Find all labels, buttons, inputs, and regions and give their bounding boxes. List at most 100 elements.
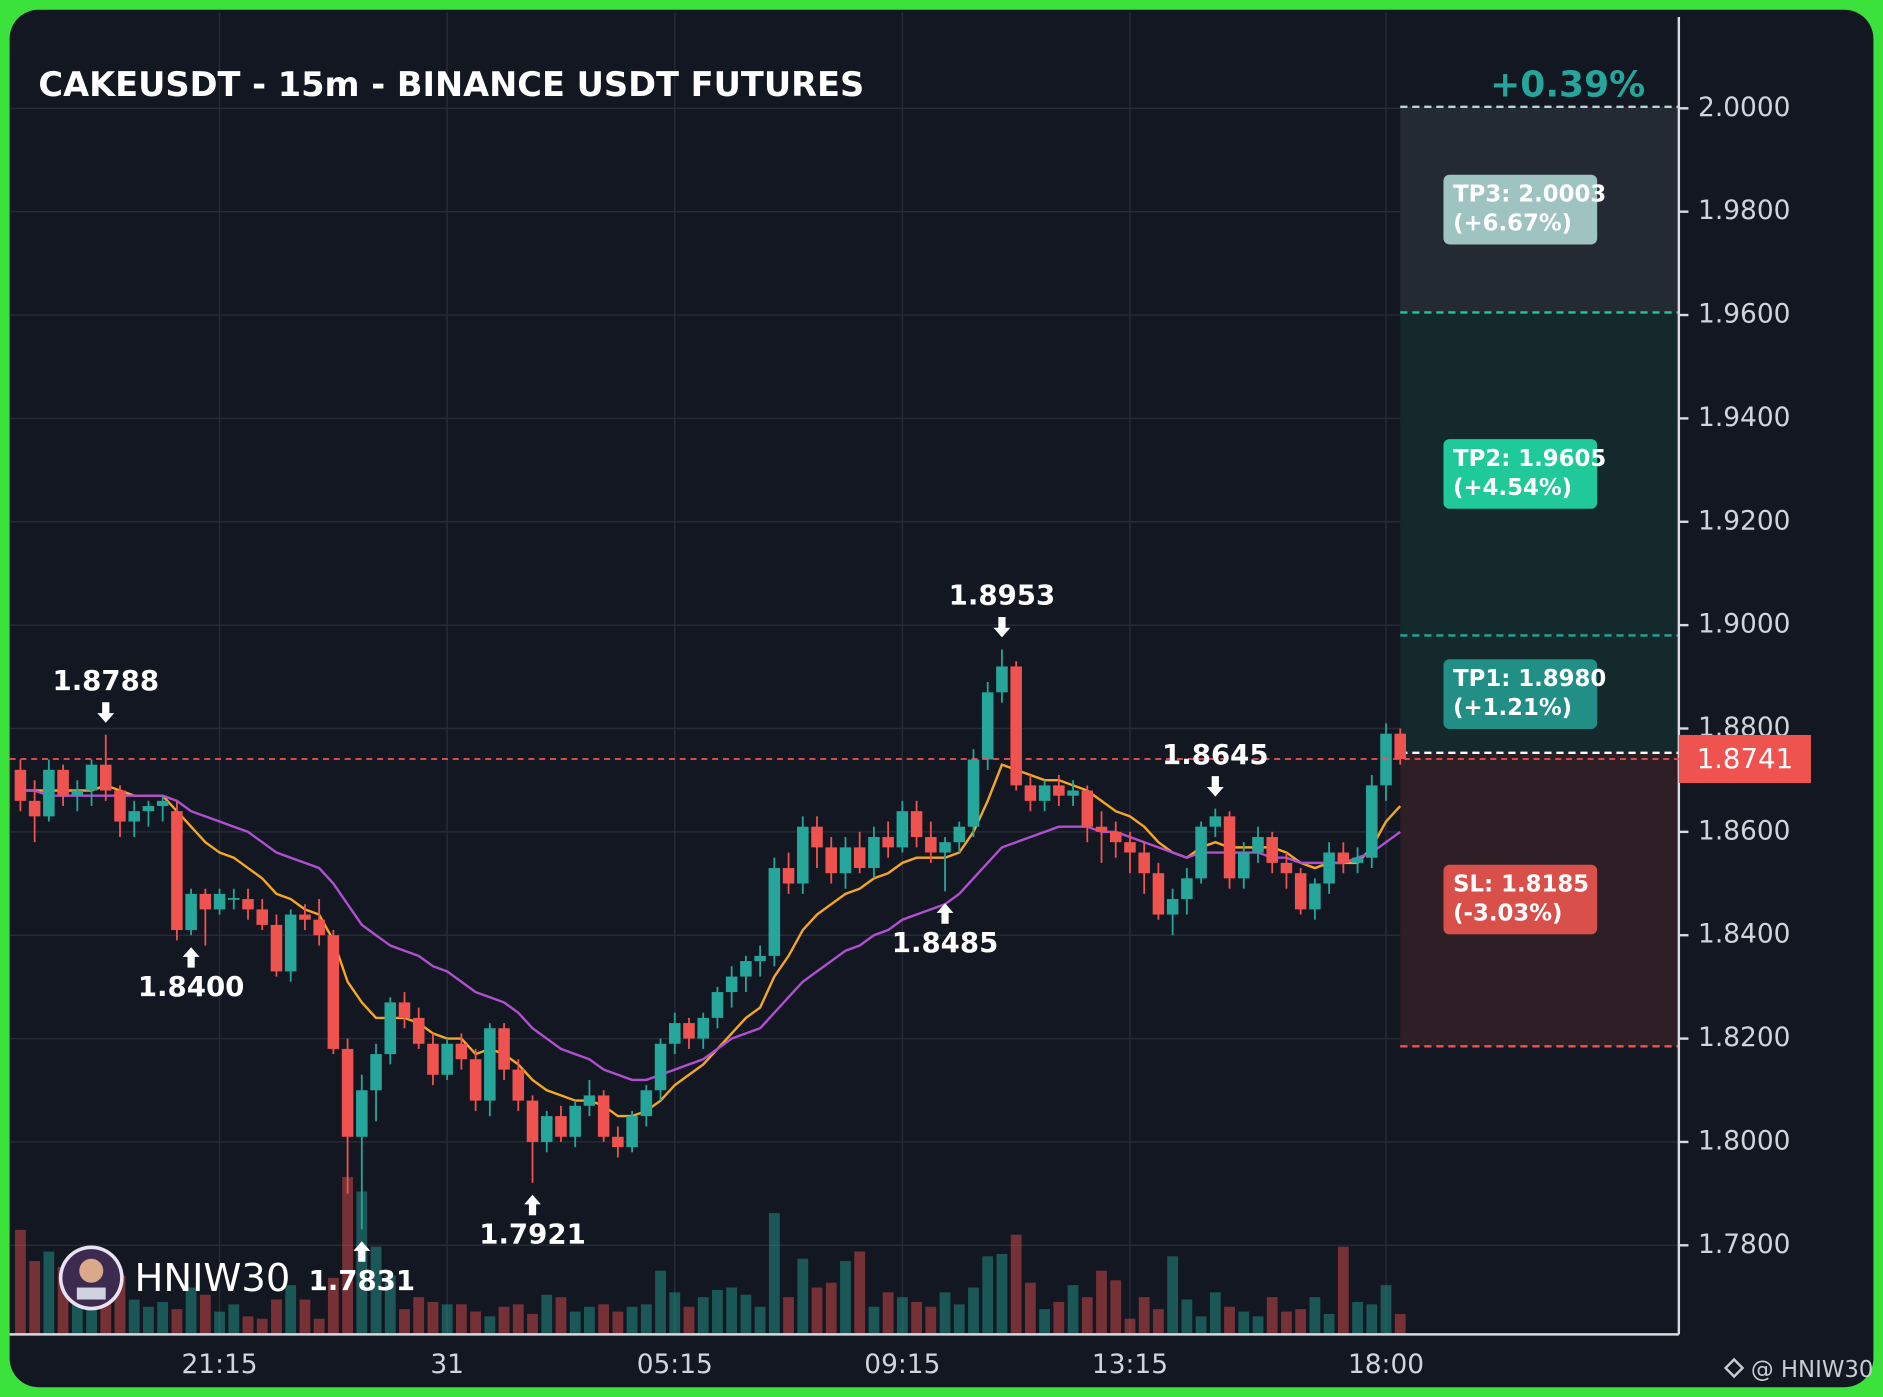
- volume-bar: [740, 1294, 752, 1334]
- candle-body: [498, 1028, 510, 1070]
- x-tick-label: 09:15: [864, 1349, 940, 1380]
- volume-bar: [1309, 1297, 1321, 1334]
- volume-bar: [1096, 1270, 1107, 1334]
- candle-body: [242, 899, 254, 910]
- candle-body: [996, 666, 1008, 693]
- x-tick-label: 05:15: [637, 1349, 713, 1380]
- volume-bar: [57, 1267, 69, 1334]
- candle-body: [256, 909, 269, 925]
- candle-body: [1394, 733, 1407, 759]
- candle-body: [1181, 878, 1193, 900]
- volume-bar: [697, 1297, 709, 1334]
- candle-body: [953, 826, 966, 843]
- annotation-label: 1.8788: [52, 664, 159, 697]
- level-label: TP2: 1.9605: [1453, 446, 1606, 472]
- y-tick-label: 1.7800: [1698, 1229, 1790, 1260]
- x-tick-label: 13:15: [1092, 1349, 1168, 1380]
- candle-body: [412, 1017, 425, 1044]
- annotation-arrow: [993, 616, 1011, 638]
- volume-bar: [655, 1270, 666, 1334]
- candle-body: [1266, 837, 1278, 863]
- annotation-label: 1.7831: [309, 1264, 416, 1297]
- candle-body: [540, 1116, 553, 1142]
- avatar-face: [79, 1258, 104, 1283]
- candle-body: [939, 842, 951, 853]
- candle-body: [1095, 826, 1108, 832]
- candle-body: [299, 914, 311, 920]
- candle-body: [1323, 852, 1335, 884]
- volume-bar: [683, 1306, 695, 1334]
- level-change: (+4.54%): [1453, 475, 1572, 501]
- volume-bar: [256, 1318, 268, 1334]
- level-label: TP3: 2.0003: [1453, 182, 1606, 208]
- volume-bar: [441, 1304, 453, 1334]
- y-tick-label: 1.9600: [1698, 299, 1790, 330]
- volume-bar: [1281, 1311, 1292, 1334]
- candle-body: [142, 806, 155, 812]
- candle-body: [398, 1002, 411, 1018]
- volume-bar: [199, 1294, 211, 1334]
- candle-body: [910, 811, 923, 838]
- volume-bar: [171, 1309, 183, 1334]
- volume-bar: [399, 1309, 410, 1334]
- volume-bar: [1124, 1318, 1136, 1334]
- candle-body: [555, 1116, 567, 1137]
- annotation-label: 1.8953: [949, 579, 1056, 612]
- volume-bar: [569, 1311, 581, 1334]
- candle-body: [1152, 873, 1165, 915]
- annotation-label: 1.8485: [892, 926, 999, 959]
- candle-body: [1195, 826, 1207, 879]
- volume-bar: [327, 1277, 339, 1334]
- volume-bar: [968, 1287, 979, 1334]
- annotation-arrow: [97, 702, 115, 723]
- candle-body: [128, 811, 140, 822]
- volume-bar: [498, 1306, 510, 1334]
- candle-body: [14, 769, 27, 801]
- candle-body: [484, 1028, 496, 1101]
- y-tick-label: 2.0000: [1698, 92, 1790, 123]
- candle-body: [185, 893, 197, 931]
- candle-body: [1109, 831, 1122, 843]
- candle-body: [1010, 666, 1022, 786]
- volume-bar: [1010, 1234, 1022, 1334]
- level-label: SL: 1.8185: [1453, 872, 1589, 898]
- candle-body: [427, 1043, 439, 1075]
- candle-body: [57, 769, 69, 796]
- current-price-label: 1.8741: [1697, 742, 1794, 775]
- candle-body: [612, 1136, 624, 1148]
- volume-bar: [128, 1299, 140, 1334]
- candle-body: [853, 847, 866, 869]
- candle-body: [925, 837, 937, 853]
- y-tick-label: 1.8000: [1698, 1125, 1790, 1156]
- candle-body: [455, 1043, 468, 1060]
- candle-body: [512, 1069, 525, 1101]
- volume-bar: [768, 1213, 780, 1334]
- candle-body: [882, 837, 894, 848]
- y-tick-label: 1.9000: [1698, 609, 1790, 640]
- volume-bar: [1181, 1299, 1193, 1334]
- volume-bar: [1394, 1313, 1406, 1334]
- candle-body: [1138, 852, 1150, 874]
- candle-body: [171, 811, 183, 931]
- volume-bar: [854, 1251, 866, 1334]
- volume-bar: [1153, 1309, 1164, 1334]
- annotation-arrow: [353, 1241, 371, 1262]
- candle-body: [967, 759, 980, 827]
- volume-bar: [228, 1304, 240, 1334]
- annotation-label: 1.8400: [138, 970, 245, 1003]
- candle-body: [85, 764, 98, 791]
- y-tick-label: 1.8600: [1698, 815, 1790, 846]
- candle-body: [441, 1043, 453, 1075]
- volume-bar: [811, 1287, 823, 1334]
- candle-body: [384, 1002, 397, 1055]
- volume-bar: [1266, 1297, 1278, 1334]
- volume-bar: [15, 1229, 26, 1334]
- volume-bar: [626, 1306, 638, 1334]
- volume-bar: [712, 1289, 723, 1334]
- candle-body: [28, 800, 41, 817]
- candle-body: [669, 1023, 681, 1044]
- volume-bar: [242, 1316, 254, 1334]
- volume-bar: [911, 1301, 922, 1334]
- volume-bar: [783, 1297, 794, 1334]
- volume-bar: [1167, 1256, 1179, 1334]
